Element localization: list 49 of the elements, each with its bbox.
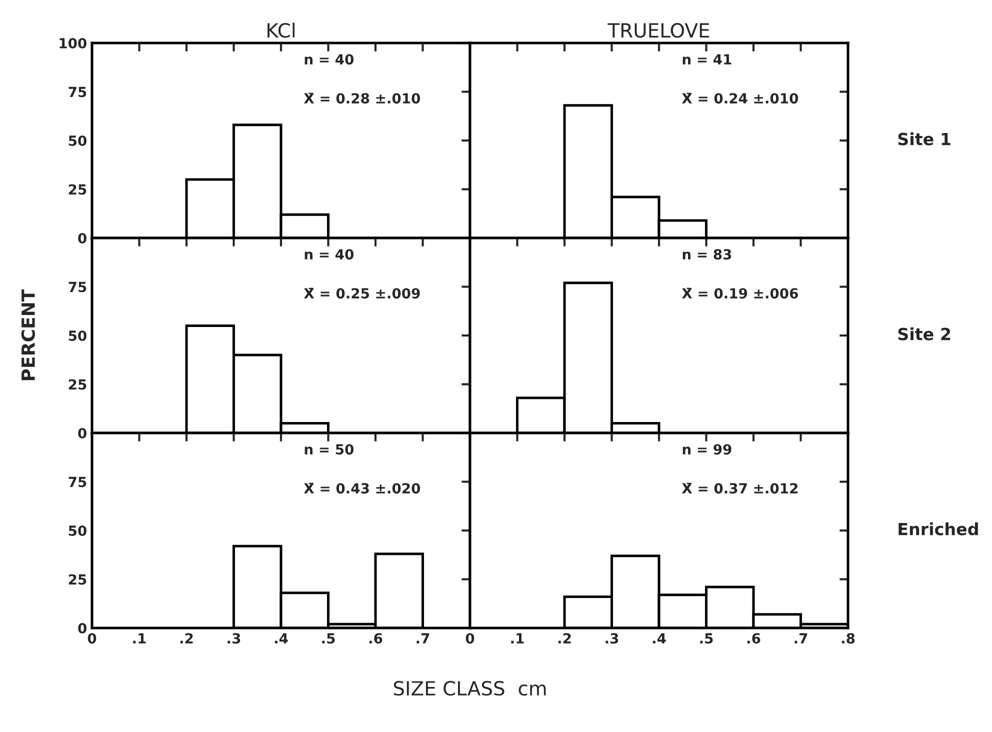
annotation: n = 83 [682, 249, 732, 260]
x-tick-label: .1 [133, 633, 146, 644]
annotation: n = 50 [304, 444, 354, 455]
annotation: n = 40 [304, 249, 354, 260]
annotation: n = 40 [304, 54, 354, 65]
y-tick-label: 75 [68, 282, 86, 292]
y-tick-label: 25 [68, 379, 86, 390]
y-tick-label: 50 [68, 525, 86, 536]
y-tick-label: 100 [60, 38, 86, 48]
x-tick-label: .5 [322, 633, 335, 644]
x-tick-label: .3 [228, 633, 240, 644]
y-tick-label: 0 [78, 428, 86, 438]
y-tick-label: 50 [68, 330, 86, 341]
y-tick-label: 50 [68, 135, 86, 146]
x-tick-label: .4 [274, 633, 288, 644]
y-tick-label: 0 [78, 622, 86, 634]
x-tick-label: .1 [511, 633, 524, 644]
annotation: X̄ = 0.25 ±.009 [304, 288, 420, 299]
y-tick-label: 25 [68, 574, 86, 585]
annotation: X̄ = 0.37 ±.012 [682, 482, 798, 494]
x-tick-label: .5 [700, 633, 713, 644]
x-tick-label: .6 [747, 633, 760, 644]
x-tick-label: .6 [369, 633, 382, 644]
y-axis-title: PERCENT [21, 289, 35, 380]
chart-title: KCl [268, 22, 295, 38]
x-tick-label: .8 [842, 633, 855, 644]
x-tick-label: .2 [558, 633, 571, 644]
chart-title: TRUELOVE [608, 23, 710, 38]
x-tick-label: .7 [794, 633, 808, 644]
x-tick-label: 0 [466, 633, 474, 644]
y2-axis-title: Site 2 [898, 327, 950, 340]
x-tick-label: .2 [180, 633, 193, 644]
annotation: n = 99 [682, 444, 732, 455]
annotation: X̄ = 0.28 ±.010 [304, 92, 420, 104]
annotation: X̄ = 0.19 ±.006 [682, 288, 798, 299]
y-tick-label: 25 [68, 184, 86, 195]
x-tick-label: .4 [652, 633, 666, 644]
y-tick-label: 0 [78, 232, 86, 244]
annotation: X̄ = 0.24 ±.010 [682, 92, 798, 104]
y2-axis-title: Enriched [898, 522, 978, 536]
y-tick-label: 75 [68, 86, 86, 98]
x-tick-label: .7 [416, 633, 430, 644]
y-tick-label: 75 [68, 476, 86, 488]
annotation: X̄ = 0.43 ±.020 [304, 482, 420, 494]
x-tick-label: 0 [88, 633, 96, 644]
annotation: n = 41 [682, 54, 732, 64]
x-tick-label: .3 [606, 633, 618, 644]
y2-axis-title: Site 1 [898, 132, 950, 146]
x-axis-title: SIZE CLASS cm [394, 680, 546, 696]
